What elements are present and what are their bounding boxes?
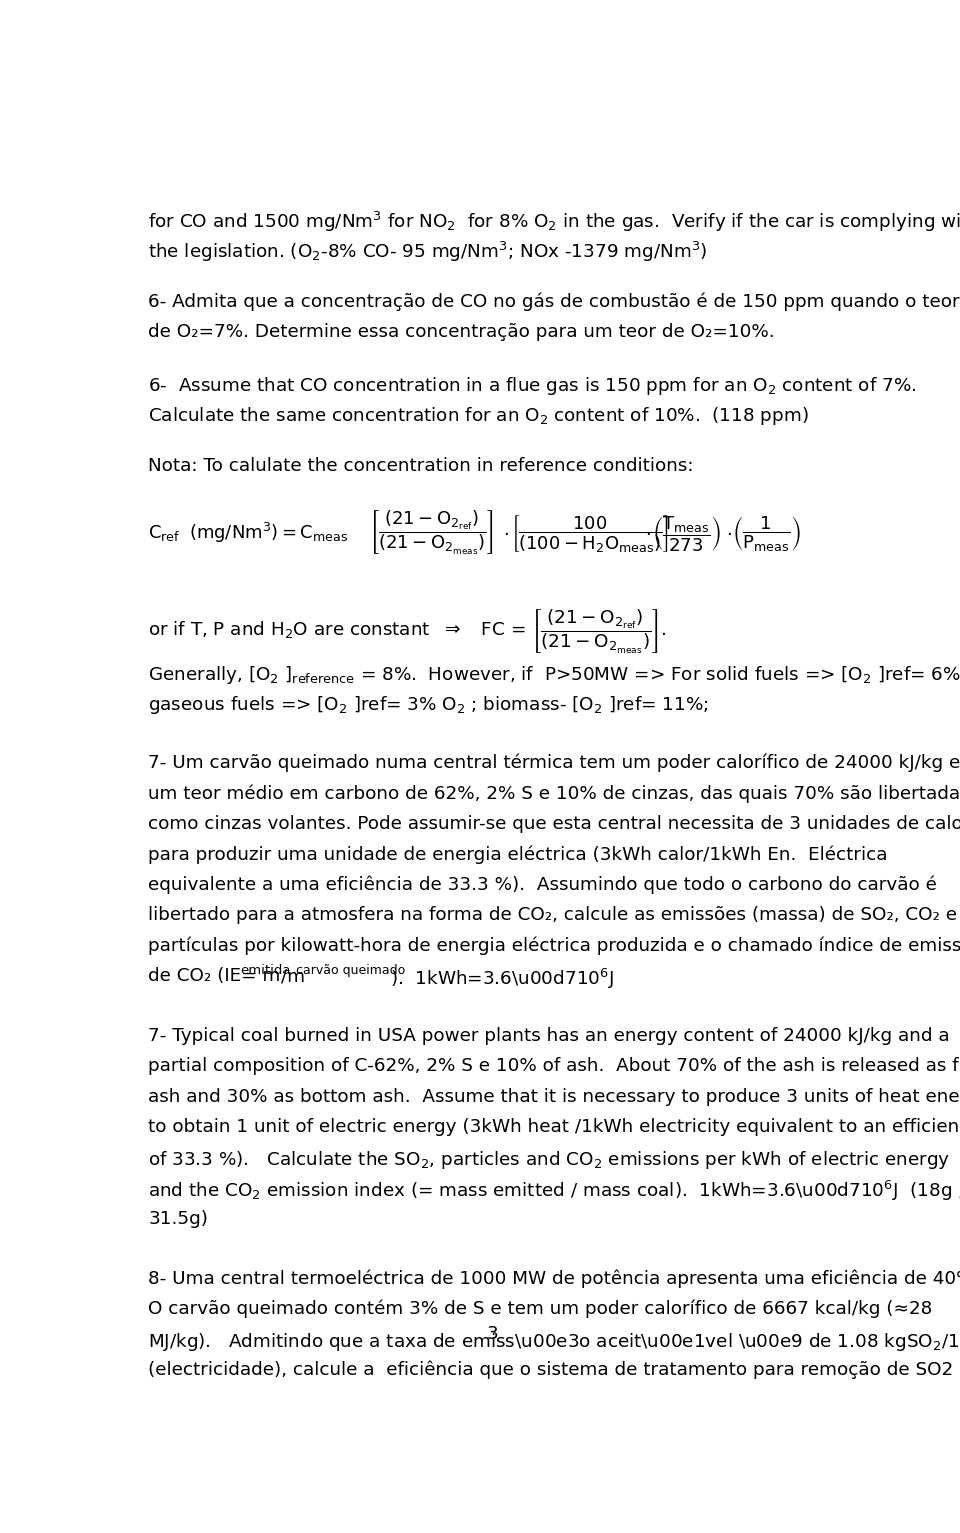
Text: 6-  Assume that CO concentration in a flue gas is 150 ppm for an O$_2$ content o: 6- Assume that CO concentration in a flu… bbox=[148, 374, 917, 397]
Text: 6- Admita que a concentração de CO no gás de combustão é de 150 ppm quando o teo: 6- Admita que a concentração de CO no gá… bbox=[148, 293, 960, 311]
Text: partículas por kilowatt-hora de energia eléctrica produzida e o chamado índice d: partículas por kilowatt-hora de energia … bbox=[148, 937, 960, 955]
Text: de CO₂ (IE= m: de CO₂ (IE= m bbox=[148, 967, 280, 986]
Text: libertado para a atmosfera na forma de CO₂, calcule as emissões (massa) de SO₂, : libertado para a atmosfera na forma de C… bbox=[148, 906, 957, 924]
Text: $\left(\dfrac{T_{meas}}{273}\right)$: $\left(\dfrac{T_{meas}}{273}\right)$ bbox=[652, 514, 721, 553]
Text: ).  1kWh=3.6\u00d710$^6$J: ). 1kWh=3.6\u00d710$^6$J bbox=[390, 967, 614, 992]
Text: Nota: To calulate the concentration in reference conditions:: Nota: To calulate the concentration in r… bbox=[148, 457, 694, 475]
Text: ash and 30% as bottom ash.  Assume that it is necessary to produce 3 units of he: ash and 30% as bottom ash. Assume that i… bbox=[148, 1088, 960, 1105]
Text: 31.5g): 31.5g) bbox=[148, 1210, 208, 1228]
Text: Generally, [O$_2$ ]$_{reference}$ = 8%.  However, if  P>50MW => For solid fuels : Generally, [O$_2$ ]$_{reference}$ = 8%. … bbox=[148, 664, 960, 685]
Text: um teor médio em carbono de 62%, 2% S e 10% de cinzas, das quais 70% são liberta: um teor médio em carbono de 62%, 2% S e … bbox=[148, 785, 960, 803]
Text: for CO and 1500 mg/Nm$^3$ for NO$_2$  for 8% O$_2$ in the gas.  Verify if the ca: for CO and 1500 mg/Nm$^3$ for NO$_2$ for… bbox=[148, 210, 960, 235]
Text: $\mathrm{(mg/Nm^3)} = C_{meas}$: $\mathrm{(mg/Nm^3)} = C_{meas}$ bbox=[189, 521, 348, 546]
Text: or if T, P and H$_2$O are constant  $\Rightarrow$   FC = $\left[\dfrac{(21-O_{2_: or if T, P and H$_2$O are constant $\Rig… bbox=[148, 607, 667, 655]
Text: MJ/kg).   Admitindo que a taxa de emiss\u00e3o aceit\u00e1vel \u00e9 de 1.08 kgS: MJ/kg). Admitindo que a taxa de emiss\u0… bbox=[148, 1331, 960, 1354]
Text: to obtain 1 unit of electric energy (3kWh heat /1kWh electricity equivalent to a: to obtain 1 unit of electric energy (3kW… bbox=[148, 1118, 960, 1136]
Text: equivalente a uma eficiência de 33.3 %).  Assumindo que todo o carbono do carvão: equivalente a uma eficiência de 33.3 %).… bbox=[148, 875, 937, 894]
Text: 8- Uma central termoeléctrica de 1000 MW de potência apresenta uma eficiência de: 8- Uma central termoeléctrica de 1000 MW… bbox=[148, 1269, 960, 1288]
Text: $\cdot$: $\cdot$ bbox=[503, 524, 509, 543]
Text: emitida: emitida bbox=[240, 964, 290, 977]
Text: gaseous fuels => [O$_2$ ]ref= 3% O$_2$ ; biomass- [O$_2$ ]ref= 11%;: gaseous fuels => [O$_2$ ]ref= 3% O$_2$ ;… bbox=[148, 694, 708, 716]
Text: the legislation. (O$_2$-8% CO- 95 mg/Nm$^3$; NOx -1379 mg/Nm$^3$): the legislation. (O$_2$-8% CO- 95 mg/Nm$… bbox=[148, 241, 708, 265]
Text: para produzir uma unidade de energia eléctrica (3kWh calor/1kWh En.  Eléctrica: para produzir uma unidade de energia elé… bbox=[148, 845, 888, 863]
Text: 3: 3 bbox=[486, 1325, 498, 1343]
Text: como cinzas volantes. Pode assumir-se que esta central necessita de 3 unidades d: como cinzas volantes. Pode assumir-se qu… bbox=[148, 814, 960, 832]
Text: carvão queimado: carvão queimado bbox=[296, 964, 405, 977]
Text: Calculate the same concentration for an O$_2$ content of 10%.  (118 ppm): Calculate the same concentration for an … bbox=[148, 405, 809, 428]
Text: $\left(\dfrac{1}{P_{meas}}\right)$: $\left(\dfrac{1}{P_{meas}}\right)$ bbox=[732, 514, 802, 553]
Text: partial composition of C-62%, 2% S e 10% of ash.  About 70% of the ash is releas: partial composition of C-62%, 2% S e 10%… bbox=[148, 1058, 960, 1075]
Text: O carvão queimado contém 3% de S e tem um poder calorífico de 6667 kcal/kg (≈28: O carvão queimado contém 3% de S e tem u… bbox=[148, 1300, 932, 1318]
Text: de O₂=7%. Determine essa concentração para um teor de O₂=10%.: de O₂=7%. Determine essa concentração pa… bbox=[148, 323, 775, 340]
Text: 7- Um carvão queimado numa central térmica tem um poder calorífico de 24000 kJ/k: 7- Um carvão queimado numa central térmi… bbox=[148, 754, 960, 773]
Text: /m: /m bbox=[281, 967, 305, 986]
Text: $\cdot$: $\cdot$ bbox=[645, 524, 651, 543]
Text: of 33.3 %).   Calculate the SO$_2$, particles and CO$_2$ emissions per kWh of el: of 33.3 %). Calculate the SO$_2$, partic… bbox=[148, 1148, 950, 1171]
Text: $\left[\dfrac{(21-O_{2_{ref}})}{(21-O_{2_{meas}})}\right]$: $\left[\dfrac{(21-O_{2_{ref}})}{(21-O_{2… bbox=[370, 509, 494, 558]
Text: $C_{ref}$: $C_{ref}$ bbox=[148, 523, 180, 543]
Text: and the CO$_2$ emission index (= mass emitted / mass coal).  1kWh=3.6\u00d710$^6: and the CO$_2$ emission index (= mass em… bbox=[148, 1179, 960, 1203]
Text: (electricidade), calcule a  eficiência que o sistema de tratamento para remoção : (electricidade), calcule a eficiência qu… bbox=[148, 1361, 953, 1380]
Text: $\cdot$: $\cdot$ bbox=[727, 524, 732, 543]
Text: 7- Typical coal burned in USA power plants has an energy content of 24000 kJ/kg : 7- Typical coal burned in USA power plan… bbox=[148, 1027, 949, 1046]
Text: $\left[\dfrac{100}{(100-H_2O_{meas})}\right]$: $\left[\dfrac{100}{(100-H_2O_{meas})}\ri… bbox=[511, 514, 668, 553]
